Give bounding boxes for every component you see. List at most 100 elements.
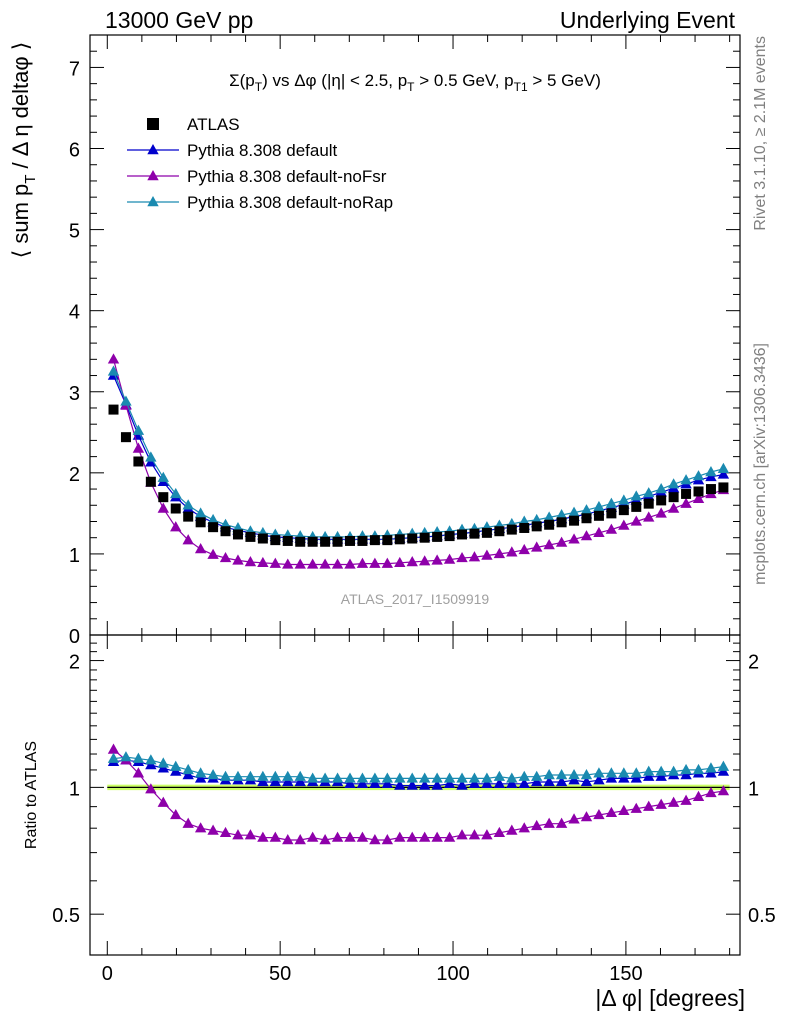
data-point xyxy=(132,442,145,453)
data-point xyxy=(133,456,144,467)
data-point xyxy=(157,471,169,482)
data-point xyxy=(331,558,344,569)
data-point xyxy=(457,529,468,540)
data-point xyxy=(618,519,630,530)
data-point xyxy=(692,470,705,481)
data-point xyxy=(132,424,145,435)
main-y-axis-label: ⟨ sum pT / Δ η deltaφ ⟩ xyxy=(8,42,39,259)
data-point xyxy=(693,486,704,497)
data-point xyxy=(356,772,369,783)
data-point xyxy=(593,526,605,538)
data-point xyxy=(506,772,518,783)
ratio-y-tick-label: 0.5 xyxy=(52,905,80,927)
data-point xyxy=(468,551,481,562)
ratio-axis-ticks: 0.5 0.5 1 1 2 2 0 50 100 150 xyxy=(52,635,776,985)
x-tick-label: 100 xyxy=(436,963,469,985)
data-point xyxy=(418,555,431,566)
data-point xyxy=(194,822,207,833)
main-series-atlas xyxy=(108,404,729,547)
data-point xyxy=(319,772,331,783)
data-point xyxy=(680,794,692,805)
main-y-tick-label: 2 xyxy=(69,464,80,486)
main-series-pythia-8.308-default-norap xyxy=(107,365,730,542)
data-point xyxy=(407,533,418,544)
data-point xyxy=(606,508,617,519)
data-point xyxy=(269,557,282,568)
mcplots-source-label: mcplots.cern.ch [arXiv:1306.3436] xyxy=(752,343,769,585)
data-point xyxy=(630,802,642,813)
data-point xyxy=(555,536,568,547)
data-point xyxy=(456,772,468,783)
data-point xyxy=(519,522,530,533)
data-point xyxy=(320,536,331,547)
data-point xyxy=(145,451,157,462)
data-point xyxy=(145,476,156,487)
data-point xyxy=(493,777,506,788)
data-point xyxy=(381,557,394,568)
analysis-watermark: ATLAS_2017_I1509919 xyxy=(341,591,490,607)
data-point xyxy=(655,765,667,776)
data-point xyxy=(631,501,642,512)
data-point xyxy=(419,532,430,543)
data-point xyxy=(369,772,381,783)
data-point xyxy=(120,395,132,406)
data-point xyxy=(618,494,630,505)
main-y-tick-label: 5 xyxy=(69,221,80,243)
data-point xyxy=(568,533,580,544)
data-point xyxy=(369,777,381,788)
data-point xyxy=(630,490,642,501)
data-point xyxy=(357,535,368,546)
data-point xyxy=(618,505,629,516)
data-point xyxy=(506,546,518,557)
data-point xyxy=(282,535,293,546)
data-point xyxy=(643,770,655,781)
main-plot-title: Σ(pT) vs Δφ (|η| < 2.5, pT > 0.5 GeV, pT… xyxy=(229,71,601,94)
data-point xyxy=(655,507,667,518)
data-point xyxy=(655,770,667,781)
data-point xyxy=(170,503,181,514)
data-point xyxy=(182,499,194,510)
legend-marker xyxy=(147,144,159,155)
data-point xyxy=(432,531,443,542)
data-point xyxy=(618,772,630,783)
data-point xyxy=(656,495,667,506)
data-point xyxy=(581,513,592,524)
data-point xyxy=(568,768,580,780)
data-point xyxy=(344,772,356,783)
ratio-y-tick-label-right: 2 xyxy=(748,652,759,674)
data-point xyxy=(269,770,282,781)
data-point xyxy=(356,831,369,842)
data-point xyxy=(245,531,256,542)
data-point xyxy=(331,831,344,842)
data-point xyxy=(493,547,506,559)
data-point xyxy=(643,498,654,509)
data-point xyxy=(543,511,555,522)
data-point xyxy=(306,831,319,842)
data-point xyxy=(406,556,418,567)
ratio-reference-band xyxy=(107,784,730,791)
data-point xyxy=(244,829,257,840)
data-point xyxy=(294,770,306,781)
x-tick-label: 50 xyxy=(269,963,291,985)
data-point xyxy=(543,768,555,780)
data-point xyxy=(170,760,182,771)
data-point xyxy=(506,824,518,835)
data-point xyxy=(618,804,630,815)
main-y-tick-label: 0 xyxy=(69,626,80,648)
header-right: Underlying Event xyxy=(560,7,736,33)
data-point xyxy=(443,777,456,788)
data-point xyxy=(244,556,257,567)
data-point xyxy=(493,826,506,838)
data-point xyxy=(630,772,642,783)
data-point xyxy=(468,772,481,783)
data-point xyxy=(680,497,692,508)
data-point xyxy=(381,777,394,788)
ratio-y-tick-label: 1 xyxy=(69,778,80,800)
data-point xyxy=(232,770,244,781)
data-point xyxy=(456,829,468,840)
data-point xyxy=(294,834,306,845)
data-point xyxy=(667,796,680,807)
data-point xyxy=(356,557,369,568)
data-point xyxy=(332,536,343,547)
data-point xyxy=(194,767,207,778)
